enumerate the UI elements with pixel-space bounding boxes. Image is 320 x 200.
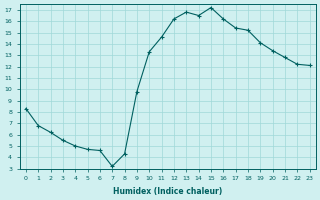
X-axis label: Humidex (Indice chaleur): Humidex (Indice chaleur) bbox=[113, 187, 222, 196]
